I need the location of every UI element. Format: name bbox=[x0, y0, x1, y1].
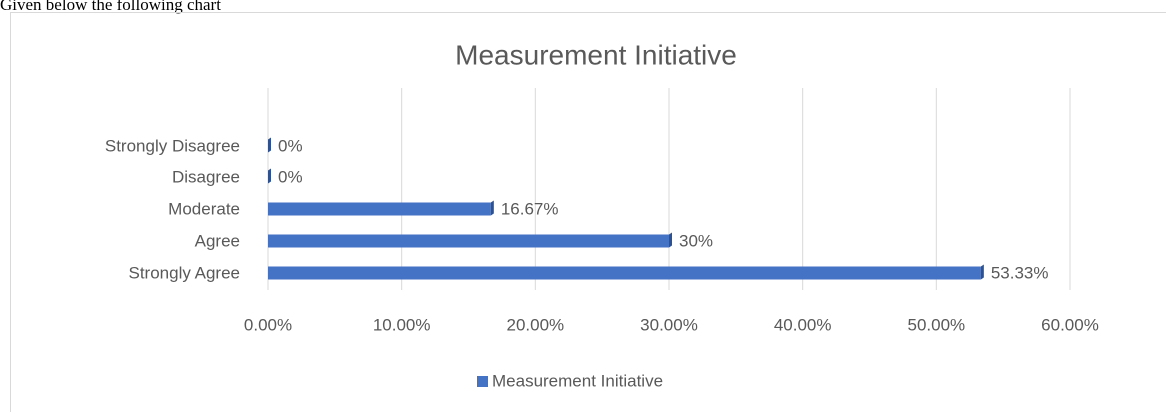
bar bbox=[268, 266, 981, 280]
bar bbox=[268, 234, 669, 248]
bar-side bbox=[669, 232, 672, 248]
y-tick-label: Strongly Agree bbox=[128, 263, 240, 282]
data-label: 30% bbox=[679, 231, 713, 250]
x-tick-label: 0.00% bbox=[244, 315, 292, 334]
legend-swatch bbox=[477, 376, 488, 387]
x-tick-label: 60.00% bbox=[1041, 315, 1099, 334]
x-tick-label: 10.00% bbox=[373, 315, 431, 334]
x-tick-label: 40.00% bbox=[774, 315, 832, 334]
x-tick-label: 30.00% bbox=[640, 315, 698, 334]
bar-side bbox=[490, 200, 494, 216]
y-tick-label: Moderate bbox=[168, 199, 240, 218]
data-label: 53.33% bbox=[991, 263, 1049, 282]
x-tick-label: 20.00% bbox=[506, 315, 564, 334]
intro-text: Given below the following chart bbox=[0, 0, 221, 14]
bar-side bbox=[980, 264, 984, 280]
data-label: 0% bbox=[278, 167, 303, 186]
bar-side bbox=[268, 137, 271, 153]
legend-label: Measurement Initiative bbox=[492, 371, 663, 390]
chart-border bbox=[10, 12, 1166, 412]
data-label: 0% bbox=[278, 136, 303, 155]
data-label: 16.67% bbox=[501, 199, 559, 218]
y-tick-label: Disagree bbox=[172, 167, 240, 186]
y-tick-label: Strongly Disagree bbox=[105, 136, 240, 155]
x-tick-label: 50.00% bbox=[907, 315, 965, 334]
bar bbox=[268, 202, 491, 216]
y-tick-label: Agree bbox=[195, 231, 240, 250]
bar-side bbox=[268, 168, 271, 184]
chart-title: Measurement Initiative bbox=[455, 39, 737, 70]
